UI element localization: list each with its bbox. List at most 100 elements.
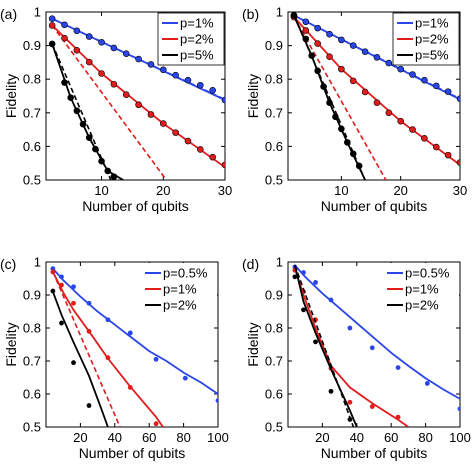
data-point	[421, 76, 428, 84]
data-point	[344, 139, 351, 146]
y-axis-label: Fidelity	[3, 74, 19, 118]
x-tick-label: 100	[449, 430, 471, 445]
x-tick-label: 80	[418, 430, 432, 445]
legend-entry: p=1%	[163, 282, 197, 297]
y-tick-label: 0.6	[265, 387, 283, 402]
legend-entry: p=0.5%	[163, 266, 208, 281]
data-point	[67, 94, 74, 101]
data-point	[292, 274, 298, 280]
panel-label: (a)	[0, 6, 17, 22]
data-point	[349, 150, 357, 158]
data-point	[314, 67, 321, 75]
legend-entry: p=2%	[163, 298, 197, 313]
data-point	[338, 125, 345, 133]
data-point	[328, 297, 334, 303]
data-point	[361, 88, 369, 96]
panel-label: (d)	[242, 256, 259, 272]
data-point	[361, 48, 369, 55]
data-point	[409, 126, 416, 133]
data-point	[457, 406, 460, 412]
series-2-solid-line	[294, 265, 358, 427]
data-point	[314, 40, 321, 47]
series-1-dashed-line	[51, 24, 168, 180]
data-point	[153, 356, 159, 362]
data-point	[432, 82, 440, 90]
series-1-dashed-line	[52, 271, 121, 427]
data-point	[71, 360, 76, 366]
x-tick-label: 40	[350, 430, 364, 445]
data-point	[184, 76, 192, 84]
y-tick-label: 0.8	[265, 72, 283, 87]
data-point	[127, 385, 133, 390]
data-point	[71, 284, 76, 290]
x-tick-label: 100	[207, 430, 229, 445]
data-point	[98, 70, 105, 77]
data-point	[456, 95, 460, 102]
y-tick-label: 0.8	[265, 321, 283, 336]
data-point	[301, 270, 306, 275]
series-1-dashed-line	[293, 16, 387, 180]
data-point	[105, 355, 111, 361]
data-point	[395, 365, 401, 370]
data-point	[86, 300, 92, 306]
legend-entry: p=0.5%	[405, 266, 450, 281]
x-tick-label: 80	[176, 430, 190, 445]
series-1-solid-line	[294, 268, 409, 427]
y-tick-label: 1	[276, 5, 283, 20]
data-point	[127, 330, 133, 336]
data-point	[59, 320, 64, 326]
data-point	[98, 157, 105, 165]
data-point	[221, 161, 225, 169]
series-group	[48, 15, 225, 180]
data-point	[172, 71, 179, 79]
data-point	[73, 47, 81, 54]
data-point	[50, 288, 56, 294]
data-point	[308, 52, 316, 59]
data-point	[48, 22, 56, 29]
y-tick-label: 0.9	[265, 38, 283, 53]
y-tick-label: 1	[276, 255, 283, 270]
panel-label: (c)	[0, 256, 16, 272]
y-tick-label: 0.8	[23, 321, 41, 336]
data-point	[209, 153, 216, 161]
data-point	[369, 345, 375, 351]
data-point	[209, 86, 216, 94]
y-axis-label: Fidelity	[245, 74, 261, 118]
data-point	[313, 280, 318, 285]
data-point	[147, 61, 155, 68]
x-axis-label: Number of qubits	[82, 198, 189, 214]
data-point	[197, 81, 204, 89]
data-point	[61, 21, 68, 29]
data-point	[61, 79, 68, 86]
x-tick-label: 40	[108, 430, 122, 445]
series-2-dashed-line	[293, 15, 366, 180]
data-point	[59, 282, 64, 288]
data-point	[105, 317, 111, 323]
y-tick-label: 1	[34, 5, 41, 20]
x-tick-label: 20	[73, 430, 87, 445]
data-point	[373, 99, 381, 107]
data-point	[86, 403, 92, 408]
chart-panel-0: 0.5 0.6 0.7 0.8 0.9 1 10 20 30 Number of qubits Fi…	[0, 5, 232, 215]
data-point	[338, 65, 345, 73]
data-point	[347, 399, 353, 405]
data-point	[172, 129, 179, 136]
y-axis-label: Fidelity	[3, 322, 19, 366]
data-point	[98, 38, 105, 46]
data-point	[197, 146, 204, 153]
series-0-solid-line	[52, 267, 218, 395]
data-point	[302, 18, 310, 26]
x-tick-label: 30	[218, 183, 232, 198]
data-point	[369, 404, 375, 409]
panel-label: (b)	[242, 6, 259, 22]
x-tick-label: 30	[453, 183, 467, 198]
data-point	[110, 44, 118, 52]
chart-panel-2: 0.5 0.6 0.7 0.8 0.9 1 20 40 60 80 100 Number of qub…	[0, 255, 229, 462]
data-point	[92, 145, 99, 153]
data-point	[122, 91, 130, 98]
data-point	[50, 269, 56, 275]
series-2-solid-line	[52, 291, 109, 427]
data-point	[328, 388, 334, 394]
data-point	[110, 173, 118, 180]
data-point	[332, 113, 339, 121]
